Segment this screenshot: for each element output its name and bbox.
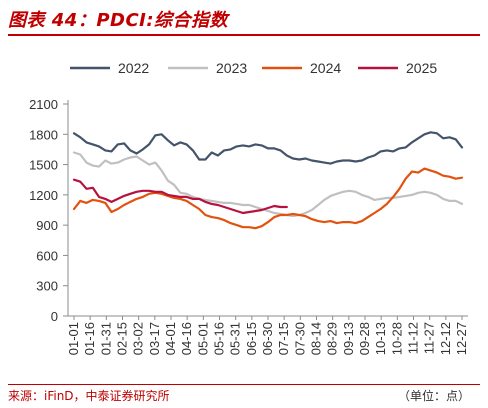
legend-label-2023: 2023 bbox=[216, 60, 247, 76]
y-tick-label: 1200 bbox=[29, 188, 58, 203]
x-tick-label: 01-16 bbox=[82, 322, 97, 355]
x-tick-label: 06-15 bbox=[244, 322, 259, 355]
chart-series bbox=[72, 131, 464, 230]
chart-title: 图表 44：PDCI:综合指数 bbox=[8, 10, 229, 31]
source-note: 来源：iFinD，中泰证券研究所 bbox=[8, 389, 170, 403]
x-tick-label: 05-16 bbox=[212, 322, 227, 355]
x-tick-label: 08-14 bbox=[309, 322, 324, 355]
series-line-2022 bbox=[72, 131, 464, 165]
x-tick-label: 12-12 bbox=[438, 322, 453, 355]
x-tick-label: 01-31 bbox=[98, 322, 113, 355]
series-line-2023 bbox=[72, 151, 464, 218]
x-tick-label: 07-30 bbox=[292, 322, 307, 355]
x-tick-label: 05-01 bbox=[195, 322, 210, 355]
legend-label-2025: 2025 bbox=[406, 60, 437, 76]
x-tick-label: 03-02 bbox=[131, 322, 146, 355]
x-tick-label: 09-13 bbox=[341, 322, 356, 355]
unit-note: （单位：点） bbox=[397, 389, 470, 403]
y-tick-label: 1800 bbox=[29, 127, 58, 142]
footer-divider bbox=[8, 384, 480, 385]
y-tick-label: 0 bbox=[51, 309, 58, 324]
x-axis: 01-01 01-16 01-31 02-15 03-02 03-17 04-01 04-16… bbox=[66, 315, 469, 355]
series-line-2024 bbox=[72, 167, 464, 230]
legend-label-2024: 2024 bbox=[310, 60, 341, 76]
y-tick-label: 300 bbox=[36, 279, 58, 294]
x-tick-label: 11-27 bbox=[422, 322, 437, 354]
x-tick-label: 12-27 bbox=[454, 322, 469, 355]
y-axis: 0 300 600 900 1200 1500 1800 2100 bbox=[29, 97, 69, 324]
x-tick-label: 01-01 bbox=[66, 322, 81, 355]
series-line-2025 bbox=[72, 178, 288, 215]
x-tick-label: 08-29 bbox=[325, 322, 340, 355]
y-tick-label: 600 bbox=[36, 248, 58, 263]
x-tick-label: 09-28 bbox=[357, 322, 372, 355]
x-tick-label: 07-15 bbox=[276, 322, 291, 355]
y-tick-label: 1500 bbox=[29, 158, 58, 173]
x-tick-label: 11-12 bbox=[406, 322, 421, 354]
x-tick-label: 04-16 bbox=[179, 322, 194, 355]
legend-label-2022: 2022 bbox=[118, 60, 149, 76]
x-tick-label: 10-13 bbox=[373, 322, 388, 355]
chart-legend: 2022 2023 2024 2025 bbox=[70, 60, 437, 76]
title-divider bbox=[8, 34, 480, 36]
x-tick-label: 02-15 bbox=[115, 322, 130, 355]
x-tick-label: 04-01 bbox=[163, 322, 178, 355]
x-tick-label: 06-30 bbox=[260, 322, 275, 355]
y-tick-label: 900 bbox=[36, 218, 58, 233]
y-tick-label: 2100 bbox=[29, 97, 58, 112]
x-tick-label: 03-17 bbox=[147, 322, 162, 355]
x-tick-label: 05-31 bbox=[228, 322, 243, 355]
x-tick-label: 10-28 bbox=[389, 322, 404, 355]
